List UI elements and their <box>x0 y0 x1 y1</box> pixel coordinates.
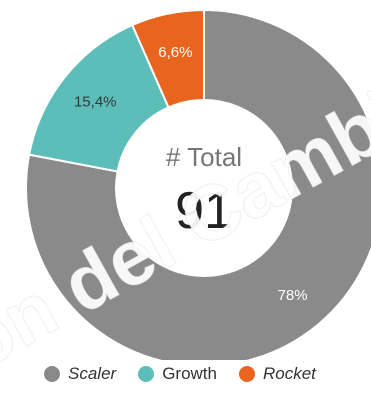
chart-legend: Scaler Growth Rocket <box>44 362 364 386</box>
legend-item-scaler: Scaler <box>44 364 116 384</box>
legend-swatch-rocket <box>238 366 255 382</box>
slice-label-scaler: 78% <box>278 287 308 304</box>
legend-label-rocket: Rocket <box>262 364 316 383</box>
donut-slices <box>25 8 371 360</box>
slice-value-labels: 78% 15,4% 6,6% <box>74 44 308 304</box>
slice-label-growth: 15,4% <box>74 93 117 110</box>
center-total-value: 91 <box>175 182 233 240</box>
legend-swatch-growth <box>138 366 155 382</box>
legend-item-rocket: Rocket <box>238 364 316 384</box>
legend-swatch-scaler <box>44 366 60 382</box>
legend-label-scaler: Scaler <box>68 364 117 383</box>
donut-hole <box>116 100 292 276</box>
donut-chart: 78% 15,4% 6,6% # Total 91 <box>25 8 371 360</box>
slice-label-rocket: 6,6% <box>158 44 192 61</box>
legend-item-growth: Growth <box>138 364 217 384</box>
legend-label-growth: Growth <box>162 364 217 383</box>
center-title: # Total <box>166 142 242 172</box>
